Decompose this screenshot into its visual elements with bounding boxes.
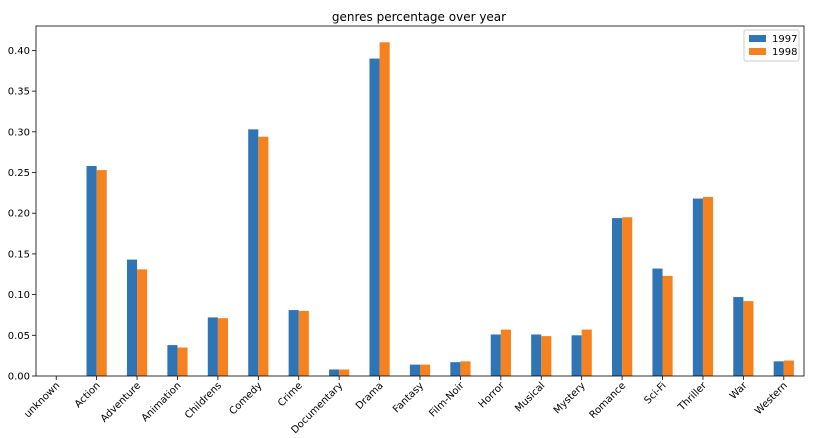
bar-1997-War <box>733 297 744 376</box>
y-tick-label: 0.30 <box>8 127 30 138</box>
x-tick-label-Western: Western <box>753 380 790 417</box>
bar-1998-Animation <box>177 347 188 376</box>
bar-1997-Drama <box>369 58 380 377</box>
bar-1997-Action <box>86 166 97 376</box>
bar-1997-Comedy <box>248 129 259 376</box>
bar-1997-Childrens <box>207 317 218 376</box>
bar-1997-Fantasy <box>409 364 420 376</box>
bar-1998-Drama <box>379 42 390 377</box>
bar-1998-Childrens <box>217 318 228 376</box>
legend-swatch-1997 <box>749 35 766 42</box>
bar-1997-Mystery <box>571 335 582 376</box>
x-tick-label-Romance: Romance <box>588 380 629 421</box>
plot-frame <box>35 25 805 377</box>
bar-1997-Thriller <box>692 198 703 376</box>
legend: 1997 1998 <box>743 29 800 62</box>
bar-1997-Adventure <box>126 259 138 376</box>
bar-1998-Adventure <box>137 269 148 376</box>
bar-1997-Animation <box>167 345 178 376</box>
x-tick-label-Fantasy: Fantasy <box>391 380 426 415</box>
bar-1998-War <box>743 301 754 376</box>
bar-1997-Western <box>773 361 784 376</box>
y-tick-label: 0.40 <box>8 46 30 57</box>
bar-1998-Film-Noir <box>460 361 471 376</box>
x-tick-label-Comedy: Comedy <box>227 380 264 417</box>
x-tick-label-Drama: Drama <box>354 380 386 412</box>
x-tick-label-Childrens: Childrens <box>183 380 224 421</box>
bar-1998-Mystery <box>581 329 592 376</box>
bar-1997-Musical <box>531 334 542 376</box>
x-tick-label-Mystery: Mystery <box>552 380 588 416</box>
bar-1997-Horror <box>490 334 501 376</box>
y-tick-label: 0.10 <box>8 290 30 301</box>
x-tick-label-Horror: Horror <box>477 380 508 411</box>
x-tick-label-unknown: unknown <box>22 380 62 420</box>
bar-1998-Fantasy <box>420 364 431 376</box>
x-tick-label-Musical: Musical <box>513 380 547 414</box>
x-tick-label-War: War <box>728 380 750 402</box>
x-tick-label-Animation: Animation <box>140 380 184 424</box>
bar-1997-Film-Noir <box>450 362 461 376</box>
bar-1998-Thriller <box>702 196 714 376</box>
legend-label-1997: 1997 <box>772 34 797 45</box>
x-tick-label-Film-Noir: Film-Noir <box>427 380 467 420</box>
x-tick-label-Thriller: Thriller <box>676 380 710 414</box>
bar-1998-Horror <box>500 329 511 376</box>
bar-1998-Romance <box>622 217 633 376</box>
y-tick-label: 0.20 <box>8 209 30 220</box>
y-tick-label: 0.25 <box>8 168 30 179</box>
bar-1997-Romance <box>612 218 623 376</box>
bar-1997-Crime <box>288 310 299 376</box>
bar-1998-Documentary <box>339 369 350 376</box>
x-tick-label-Adventure: Adventure <box>99 380 143 424</box>
plot-area: 0.00 0.05 0.10 0.15 0.20 0.25 0.30 0.35 0.40 unkn… <box>8 25 805 436</box>
bar-1998-Western <box>783 360 794 376</box>
bar-1998-Comedy <box>258 136 269 376</box>
legend-swatch-1998 <box>749 48 766 55</box>
y-tick-label: 0.00 <box>8 372 30 383</box>
bar-1998-Musical <box>541 336 552 376</box>
bar-1997-Sci-Fi <box>652 268 663 376</box>
x-tick-label-Sci-Fi: Sci-Fi <box>642 380 668 406</box>
y-tick-label: 0.15 <box>8 249 30 260</box>
x-tick-label-Action: Action <box>73 380 103 410</box>
chart-title: genres percentage over year <box>332 10 506 24</box>
bar-1998-Crime <box>298 310 309 376</box>
legend-label-1998: 1998 <box>772 47 797 58</box>
bar-1998-Sci-Fi <box>662 275 673 376</box>
x-tick-label-Crime: Crime <box>276 380 305 409</box>
y-tick-label: 0.05 <box>8 331 30 342</box>
bar-1997-Documentary <box>329 369 340 376</box>
y-tick-label: 0.35 <box>8 87 30 98</box>
bar-1998-Action <box>96 170 107 376</box>
